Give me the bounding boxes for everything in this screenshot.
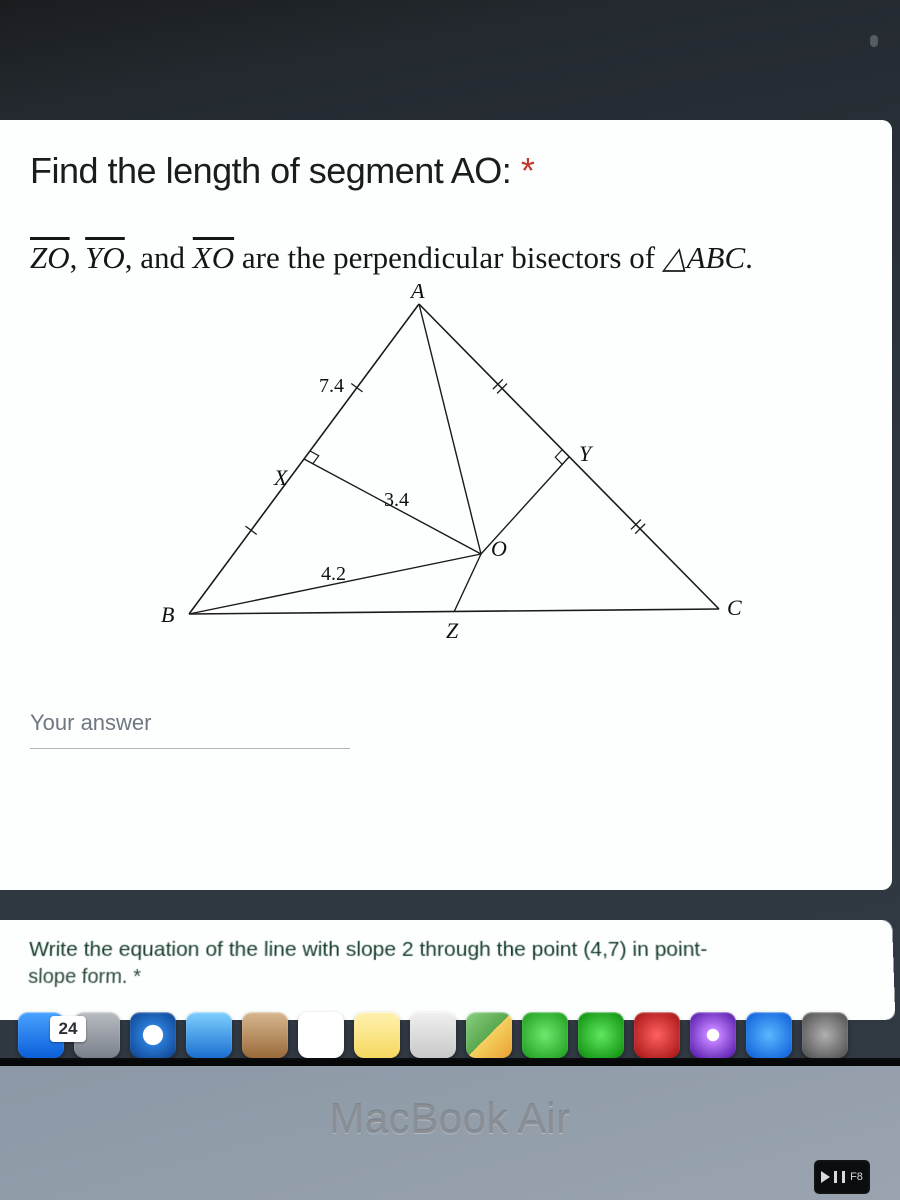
triangle-abc: △ABC: [663, 240, 745, 275]
question2-subtitle: slope form. *: [28, 966, 850, 989]
svg-text:X: X: [273, 465, 289, 490]
answer-input[interactable]: Your answer: [30, 710, 350, 749]
svg-text:4.2: 4.2: [321, 563, 346, 585]
calendar-day-badge: 24: [50, 1016, 86, 1042]
messages-icon[interactable]: [522, 1012, 568, 1058]
fn-key-label: F8: [850, 1171, 863, 1183]
required-mark: *: [521, 150, 535, 191]
photobooth-icon[interactable]: [634, 1012, 680, 1058]
svg-text:A: A: [409, 284, 425, 303]
pause-bar-icon: [834, 1171, 837, 1183]
svg-text:O: O: [491, 536, 507, 561]
dock: [10, 1002, 700, 1058]
question-title: Find the length of segment AO: *: [30, 150, 848, 192]
laptop-brand: MacBook Air: [0, 1095, 900, 1143]
appstore-icon[interactable]: [746, 1012, 792, 1058]
calendar-icon[interactable]: [298, 1012, 344, 1058]
svg-text:Y: Y: [579, 441, 594, 466]
svg-text:Z: Z: [446, 618, 459, 643]
answer-placeholder: Your answer: [30, 710, 151, 735]
contacts-icon[interactable]: [242, 1012, 288, 1058]
maps-icon[interactable]: [466, 1012, 512, 1058]
laptop-hinge: [0, 1060, 900, 1066]
svg-text:B: B: [161, 602, 174, 627]
svg-text:3.4: 3.4: [384, 489, 409, 511]
facetime-icon[interactable]: [578, 1012, 624, 1058]
segment-zo: ZO: [30, 240, 70, 275]
svg-text:7.4: 7.4: [319, 375, 344, 397]
scrollbar-thumb[interactable]: [870, 35, 878, 47]
question-premise: ZO, YO, and XO are the perpendicular bis…: [30, 240, 848, 276]
segment-yo: YO: [85, 240, 125, 275]
play-icon: [821, 1171, 830, 1183]
mail-icon[interactable]: [186, 1012, 232, 1058]
pause-bar-icon: [842, 1171, 845, 1183]
notes-icon[interactable]: [354, 1012, 400, 1058]
question2-title: Write the equation of the line with slop…: [29, 938, 850, 962]
question-card-1: Find the length of segment AO: * ZO, YO,…: [0, 120, 892, 890]
triangle-diagram: A B C X Y Z O 7.4 3.4 4.2: [129, 284, 749, 664]
question-title-text: Find the length of segment AO:: [30, 150, 521, 191]
reminders-icon[interactable]: [410, 1012, 456, 1058]
svg-text:C: C: [727, 595, 742, 620]
safari-icon[interactable]: [130, 1012, 176, 1058]
itunes-icon[interactable]: [690, 1012, 736, 1058]
laptop-screen: Find the length of segment AO: * ZO, YO,…: [0, 0, 900, 1060]
diagram-svg: A B C X Y Z O 7.4 3.4 4.2: [129, 284, 749, 664]
segment-xo: XO: [193, 240, 234, 275]
settings-icon[interactable]: [802, 1012, 848, 1058]
keyboard-key-f8[interactable]: F8: [814, 1160, 870, 1194]
